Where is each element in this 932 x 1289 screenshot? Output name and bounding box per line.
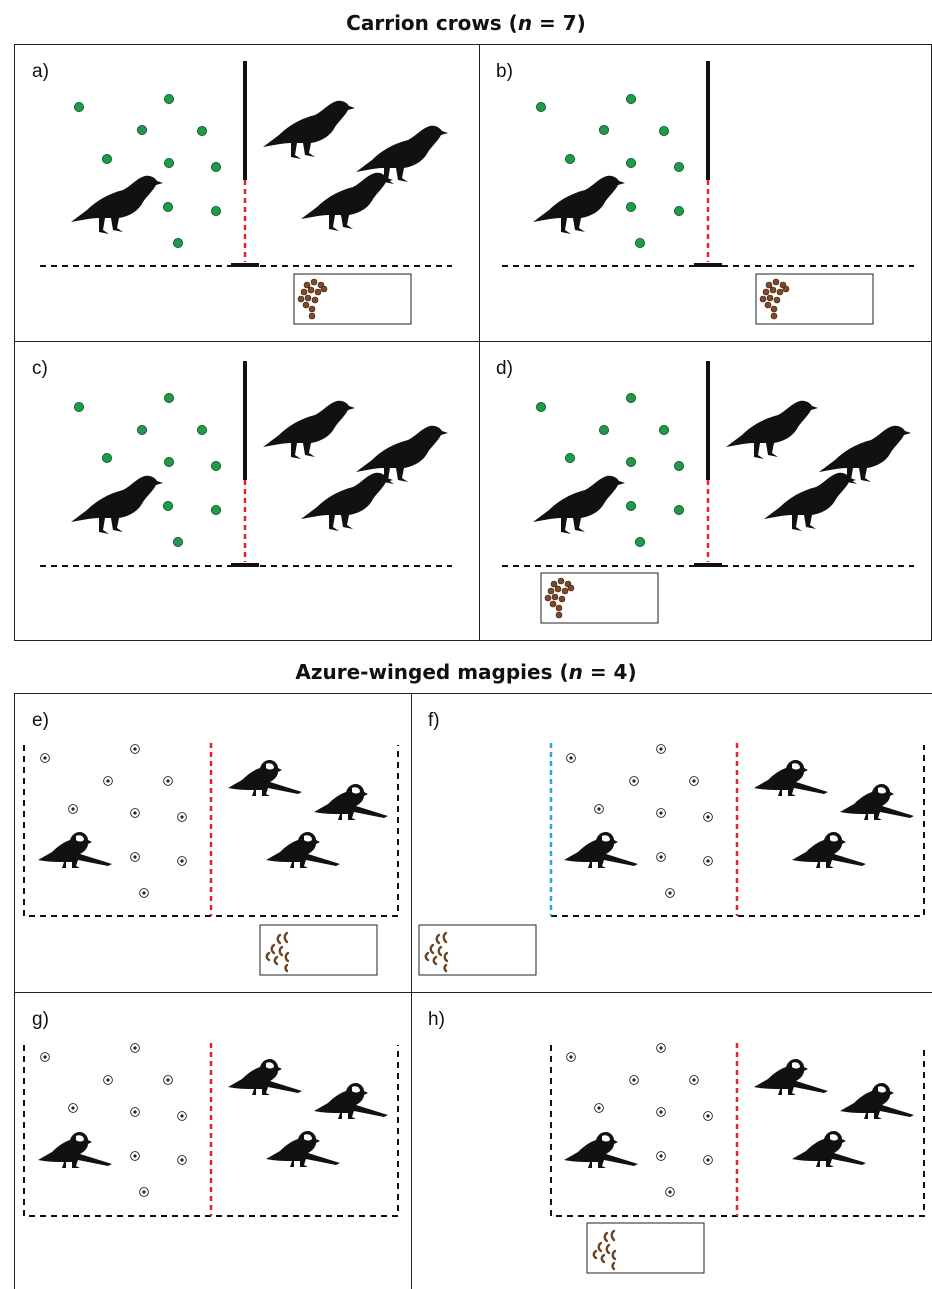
magpie-subject — [38, 832, 112, 868]
panel-label: e) — [32, 710, 49, 731]
cage-outline — [551, 745, 925, 917]
crow-audience — [263, 100, 355, 159]
magpie-audience — [792, 832, 866, 868]
stone-cluster — [74, 94, 222, 249]
magpie-subject — [564, 832, 638, 868]
panel-g: g) — [23, 1009, 399, 1217]
crow-audience — [764, 472, 856, 531]
magpie-audience — [314, 1083, 388, 1119]
magpie-audience — [228, 760, 302, 796]
crow-subject — [71, 475, 163, 534]
magpie-audience — [840, 1083, 914, 1119]
magpie-subject — [38, 1132, 112, 1168]
panel-label: h) — [428, 1009, 445, 1030]
panel-label: g) — [32, 1009, 49, 1030]
panel-label: c) — [32, 358, 48, 379]
food-box-worms — [585, 1221, 706, 1275]
crow-audience — [301, 472, 393, 531]
crow-audience — [301, 172, 393, 231]
magpies-grid-frame — [14, 693, 932, 1289]
crows-panel-grid — [14, 44, 932, 641]
stone-cluster — [536, 94, 684, 249]
magpie-audience — [228, 1059, 302, 1095]
stone-cluster — [74, 392, 222, 547]
panel-e: e) — [23, 710, 399, 977]
stone-cluster — [536, 392, 684, 547]
panel-h: h) — [428, 1009, 925, 1275]
magpie-audience — [266, 832, 340, 868]
ring-cluster — [40, 744, 187, 898]
food-box-worms — [258, 923, 379, 977]
magpies-panel-grid — [14, 693, 932, 1289]
crow-audience — [726, 400, 818, 459]
panel-a: a) — [32, 61, 452, 325]
section-title-crows: Carrion crows (n = 7) — [346, 11, 586, 35]
panel-d: d) — [496, 358, 914, 624]
crow-subject — [533, 475, 625, 534]
panel-label: f) — [428, 710, 440, 731]
magpie-audience — [314, 784, 388, 820]
panel-label: d) — [496, 358, 513, 379]
crows-grid-frame — [14, 44, 932, 641]
magpie-audience — [754, 760, 828, 796]
food-box-pellets — [540, 572, 659, 624]
panel-b: b) — [496, 61, 914, 325]
ring-cluster — [566, 1043, 713, 1197]
magpie-subject — [564, 1132, 638, 1168]
crow-subject — [71, 175, 163, 234]
panel-c: c) — [32, 358, 452, 567]
magpie-audience — [266, 1131, 340, 1167]
magpie-audience — [792, 1131, 866, 1167]
food-box-worms — [417, 923, 538, 977]
panel-label: a) — [32, 61, 49, 82]
crow-subject — [533, 175, 625, 234]
food-box-pellets — [293, 273, 412, 325]
ring-cluster — [566, 744, 713, 898]
section-title-magpies: Azure-winged magpies (n = 4) — [295, 660, 636, 684]
magpie-audience — [840, 784, 914, 820]
panel-label: b) — [496, 61, 513, 82]
panel-f: f) — [417, 710, 925, 977]
food-box-pellets — [755, 273, 874, 325]
crow-audience — [263, 400, 355, 459]
ring-cluster — [40, 1043, 187, 1197]
magpie-audience — [754, 1059, 828, 1095]
